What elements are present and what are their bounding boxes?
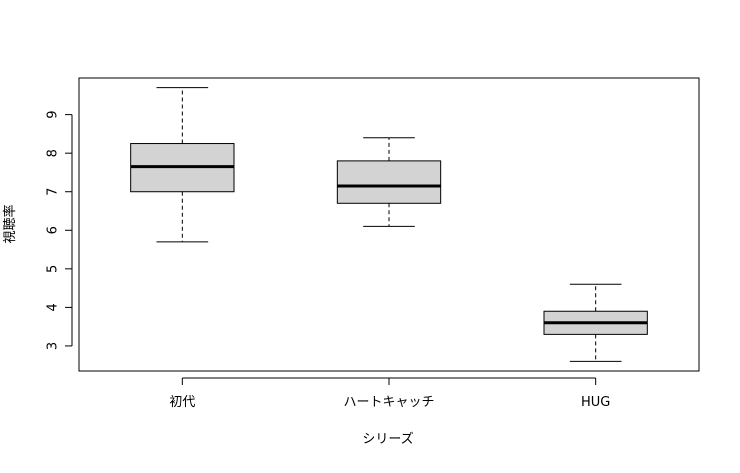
y-tick-label: 9	[46, 110, 61, 118]
y-tick-label: 5	[46, 265, 61, 273]
y-tick-label: 7	[46, 188, 61, 196]
y-tick-label: 6	[46, 226, 61, 234]
box-group	[336, 137, 442, 227]
box-group	[543, 283, 648, 362]
y-tick-label: 4	[46, 303, 61, 311]
x-axis: 初代 ハートキャッチ HUG	[169, 377, 610, 410]
y-axis: 3 4 5 6 7 8 9	[46, 110, 73, 350]
y-tick-label: 3	[46, 342, 61, 350]
x-tick-label: 初代	[169, 395, 195, 410]
box-group	[130, 87, 235, 243]
y-axis-title: 視聴率	[2, 204, 18, 243]
iqr-box	[336, 160, 442, 204]
x-tick-label: ハートキャッチ	[343, 395, 434, 410]
box-series	[130, 87, 648, 362]
x-tick-label: HUG	[581, 395, 610, 410]
x-axis-title: シリーズ	[362, 431, 413, 447]
y-tick-label: 8	[46, 149, 61, 157]
plot-frame	[78, 77, 700, 372]
